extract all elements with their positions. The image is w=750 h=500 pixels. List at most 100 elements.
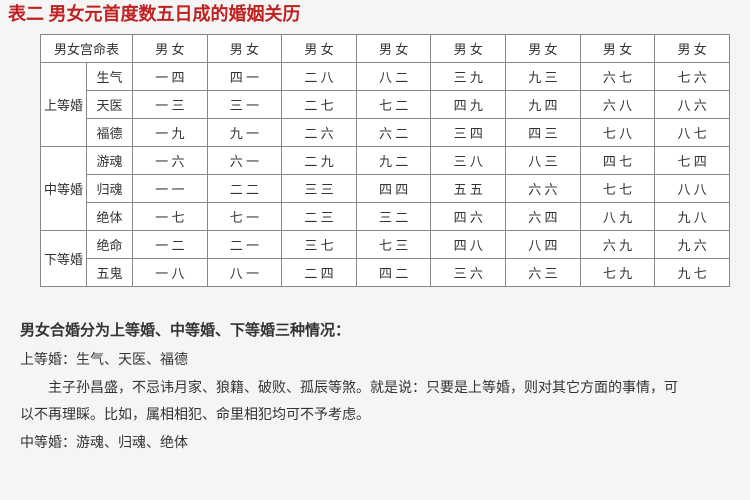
data-cell: 八 二 <box>356 63 431 91</box>
data-cell: 四 九 <box>431 91 506 119</box>
table-row: 绝体 一 七 七 一 二 三 三 二 四 六 六 四 八 九 九 八 <box>41 203 730 231</box>
data-cell: 六 七 <box>580 63 655 91</box>
data-cell: 四 三 <box>506 119 581 147</box>
data-cell: 一 八 <box>133 259 208 287</box>
table-header-row: 男女宫命表 男 女 男 女 男 女 男 女 男 女 男 女 男 女 男 女 <box>41 35 730 63</box>
data-cell: 八 九 <box>580 203 655 231</box>
data-cell: 八 一 <box>207 259 282 287</box>
data-cell: 四 七 <box>580 147 655 175</box>
data-cell: 三 一 <box>207 91 282 119</box>
data-cell: 二 八 <box>282 63 357 91</box>
data-cell: 九 七 <box>655 259 730 287</box>
data-cell: 二 九 <box>282 147 357 175</box>
data-cell: 六 四 <box>506 203 581 231</box>
data-cell: 七 六 <box>655 63 730 91</box>
data-cell: 八 四 <box>506 231 581 259</box>
data-cell: 六 三 <box>506 259 581 287</box>
col-header: 男 女 <box>356 35 431 63</box>
data-cell: 一 一 <box>133 175 208 203</box>
type-cell: 绝命 <box>87 231 133 259</box>
data-cell: 九 六 <box>655 231 730 259</box>
data-cell: 七 九 <box>580 259 655 287</box>
data-cell: 三 六 <box>431 259 506 287</box>
data-cell: 三 八 <box>431 147 506 175</box>
data-cell: 四 二 <box>356 259 431 287</box>
type-cell: 绝体 <box>87 203 133 231</box>
data-cell: 九 四 <box>506 91 581 119</box>
data-cell: 八 八 <box>655 175 730 203</box>
table-row: 福德 一 九 九 一 二 六 六 二 三 四 四 三 七 八 八 七 <box>41 119 730 147</box>
data-cell: 一 三 <box>133 91 208 119</box>
type-cell: 归魂 <box>87 175 133 203</box>
grade-cell: 下等婚 <box>41 231 87 287</box>
data-cell: 六 九 <box>580 231 655 259</box>
data-cell: 九 二 <box>356 147 431 175</box>
data-cell: 三 九 <box>431 63 506 91</box>
marriage-table: 男女宫命表 男 女 男 女 男 女 男 女 男 女 男 女 男 女 男 女 上等… <box>40 34 730 287</box>
data-cell: 四 八 <box>431 231 506 259</box>
col-header: 男 女 <box>431 35 506 63</box>
data-cell: 四 六 <box>431 203 506 231</box>
col-header: 男 女 <box>207 35 282 63</box>
data-cell: 七 四 <box>655 147 730 175</box>
data-cell: 七 一 <box>207 203 282 231</box>
explanation-text: 男女合婚分为上等婚、中等婚、下等婚三种情况： 上等婚：生气、天医、福德 主子孙昌… <box>0 287 750 458</box>
data-cell: 九 八 <box>655 203 730 231</box>
data-cell: 八 三 <box>506 147 581 175</box>
line-upper-grade: 上等婚：生气、天医、福德 <box>20 348 690 375</box>
data-cell: 九 三 <box>506 63 581 91</box>
table-container: 男女宫命表 男 女 男 女 男 女 男 女 男 女 男 女 男 女 男 女 上等… <box>0 34 750 287</box>
data-cell: 七 三 <box>356 231 431 259</box>
data-cell: 一 九 <box>133 119 208 147</box>
col-header: 男 女 <box>655 35 730 63</box>
table-row: 五鬼 一 八 八 一 二 四 四 二 三 六 六 三 七 九 九 七 <box>41 259 730 287</box>
data-cell: 八 六 <box>655 91 730 119</box>
data-cell: 九 一 <box>207 119 282 147</box>
section-heading: 男女合婚分为上等婚、中等婚、下等婚三种情况： <box>20 317 690 346</box>
line-upper-desc: 主子孙昌盛，不忌讳月家、狼籍、破败、孤辰等煞。就是说：只要是上等婚，则对其它方面… <box>20 376 690 429</box>
table-row: 上等婚 生气 一 四 四 一 二 八 八 二 三 九 九 三 六 七 七 六 <box>41 63 730 91</box>
data-cell: 七 二 <box>356 91 431 119</box>
col-header: 男 女 <box>580 35 655 63</box>
col-header: 男 女 <box>282 35 357 63</box>
data-cell: 一 六 <box>133 147 208 175</box>
data-cell: 二 三 <box>282 203 357 231</box>
data-cell: 六 六 <box>506 175 581 203</box>
data-cell: 三 三 <box>282 175 357 203</box>
grade-cell: 中等婚 <box>41 147 87 231</box>
grade-cell: 上等婚 <box>41 63 87 147</box>
data-cell: 三 二 <box>356 203 431 231</box>
data-cell: 一 二 <box>133 231 208 259</box>
data-cell: 二 一 <box>207 231 282 259</box>
corner-header: 男女宫命表 <box>41 35 133 63</box>
data-cell: 二 四 <box>282 259 357 287</box>
data-cell: 二 七 <box>282 91 357 119</box>
data-cell: 六 二 <box>356 119 431 147</box>
data-cell: 二 二 <box>207 175 282 203</box>
data-cell: 六 一 <box>207 147 282 175</box>
type-cell: 福德 <box>87 119 133 147</box>
data-cell: 一 七 <box>133 203 208 231</box>
type-cell: 天医 <box>87 91 133 119</box>
table-row: 归魂 一 一 二 二 三 三 四 四 五 五 六 六 七 七 八 八 <box>41 175 730 203</box>
data-cell: 一 四 <box>133 63 208 91</box>
data-cell: 七 八 <box>580 119 655 147</box>
page-title: 表二 男女元首度数五日成的婚姻关历 <box>0 0 750 34</box>
data-cell: 四 四 <box>356 175 431 203</box>
table-row: 下等婚 绝命 一 二 二 一 三 七 七 三 四 八 八 四 六 九 九 六 <box>41 231 730 259</box>
col-header: 男 女 <box>506 35 581 63</box>
type-cell: 五鬼 <box>87 259 133 287</box>
type-cell: 生气 <box>87 63 133 91</box>
table-row: 天医 一 三 三 一 二 七 七 二 四 九 九 四 六 八 八 六 <box>41 91 730 119</box>
data-cell: 五 五 <box>431 175 506 203</box>
data-cell: 八 七 <box>655 119 730 147</box>
data-cell: 三 四 <box>431 119 506 147</box>
data-cell: 六 八 <box>580 91 655 119</box>
col-header: 男 女 <box>133 35 208 63</box>
data-cell: 二 六 <box>282 119 357 147</box>
table-row: 中等婚 游魂 一 六 六 一 二 九 九 二 三 八 八 三 四 七 七 四 <box>41 147 730 175</box>
type-cell: 游魂 <box>87 147 133 175</box>
data-cell: 三 七 <box>282 231 357 259</box>
data-cell: 七 七 <box>580 175 655 203</box>
data-cell: 四 一 <box>207 63 282 91</box>
